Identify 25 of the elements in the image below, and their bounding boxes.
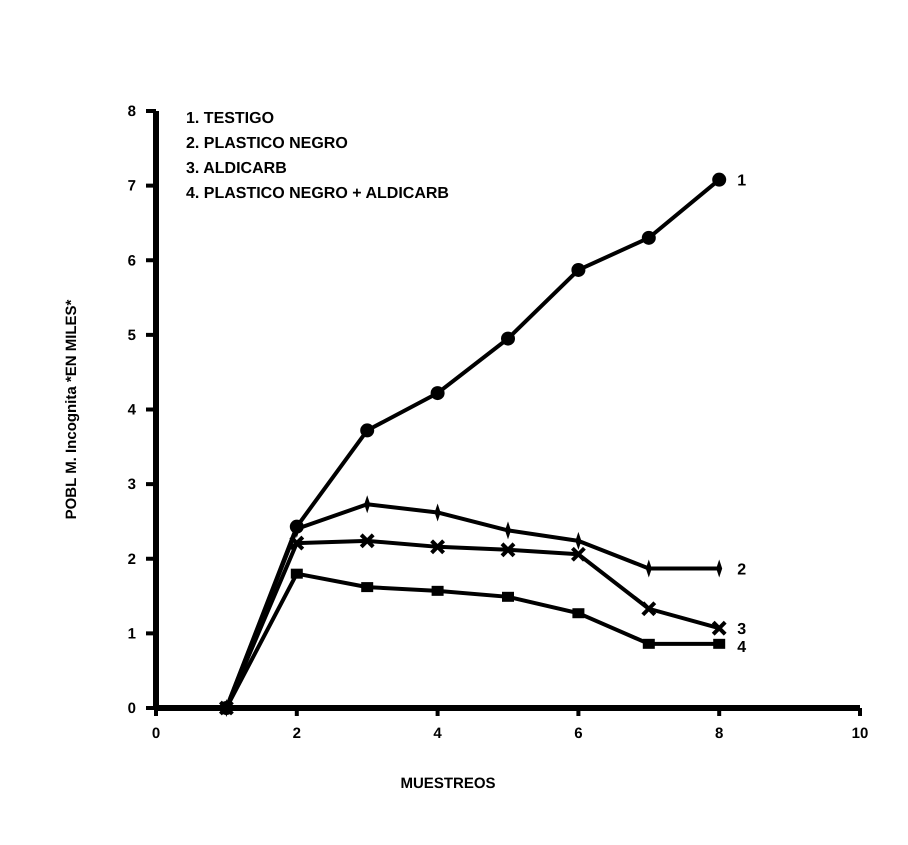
series-label: 1 [737, 172, 746, 190]
y-tick-label: 5 [128, 326, 136, 344]
y-tick-label: 8 [128, 103, 136, 120]
y-tick-label: 1 [128, 625, 136, 642]
x-axis-title: MUESTREOS [400, 775, 496, 792]
annotation: 2. PLASTICO NEGRO [186, 135, 348, 152]
y-tick-label: 7 [128, 178, 136, 195]
x-tick-label: 4 [433, 725, 442, 742]
x-tick-label: 10 [852, 725, 868, 742]
annotation: 4. PLASTICO NEGRO + ALDICARB [186, 185, 449, 202]
x-tick-label: 8 [715, 725, 724, 742]
annotation: 3. ALDICARB [186, 160, 287, 177]
x-tick-label: 0 [152, 725, 160, 742]
series-label: 3 [737, 621, 746, 638]
series-label: 4 [737, 639, 746, 656]
y-tick-label: 0 [128, 700, 136, 717]
x-tick-label: 2 [292, 725, 301, 742]
series-label: 2 [737, 561, 746, 578]
y-tick-label: 3 [128, 476, 136, 494]
y-tick-label: 6 [128, 252, 136, 270]
y-tick-label: 2 [128, 550, 136, 568]
x-tick-label: 6 [574, 725, 583, 742]
y-tick-label: 4 [128, 402, 137, 418]
annotation: 1. TESTIGO [186, 110, 274, 127]
y-axis-title: POBL M. Incognita *EN MILES* [63, 299, 80, 520]
